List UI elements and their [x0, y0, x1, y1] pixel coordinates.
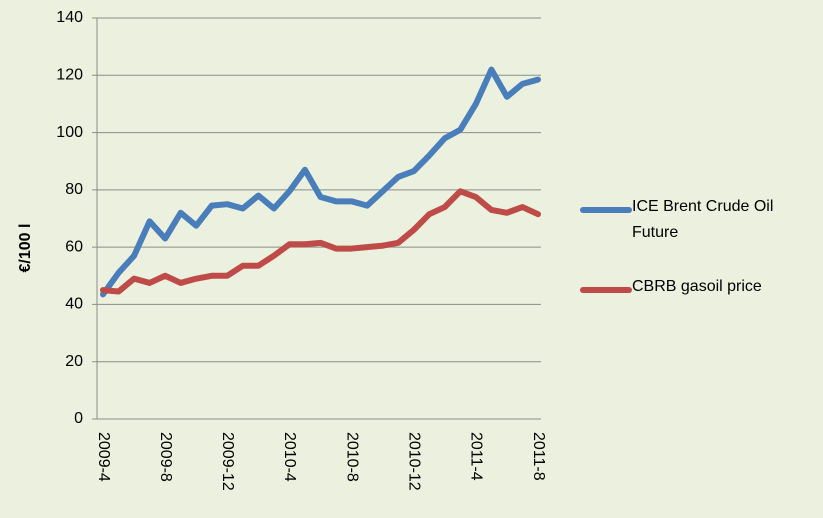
- y-tick-label: 60: [65, 238, 83, 255]
- series-line: [100, 66, 541, 298]
- x-tick-label: 2010-4: [281, 432, 298, 482]
- y-tick-label: 120: [56, 67, 83, 84]
- y-axis-label: €/100 l: [17, 224, 34, 273]
- x-tick-label: 2010-8: [343, 432, 360, 482]
- legend-label: ICE Brent Crude Oil Future: [632, 198, 774, 241]
- x-tick-label: 2009-8: [157, 432, 174, 482]
- y-tick-label: 40: [65, 296, 83, 313]
- x-tick-label: 2009-4: [95, 432, 112, 482]
- legend-swatch: [580, 207, 632, 213]
- legend-label: CBRB gasoil price: [632, 278, 762, 295]
- series-line: [100, 188, 541, 295]
- legend-item: CBRB gasoil price: [580, 278, 820, 300]
- y-tick-label: 100: [56, 124, 83, 141]
- legend-swatch: [580, 287, 632, 293]
- x-tick-label: 2011-8: [530, 432, 547, 481]
- legend-item: ICE Brent Crude Oil Future: [580, 198, 820, 246]
- y-tick-label: 140: [56, 9, 83, 26]
- x-tick-label: 2011-4: [468, 432, 485, 481]
- x-tick-label: 2010-12: [405, 432, 422, 491]
- y-tick-label: 80: [65, 181, 83, 198]
- y-tick-label: 20: [65, 353, 83, 370]
- y-tick-label: 0: [74, 410, 83, 427]
- x-tick-label: 2009-12: [219, 432, 236, 491]
